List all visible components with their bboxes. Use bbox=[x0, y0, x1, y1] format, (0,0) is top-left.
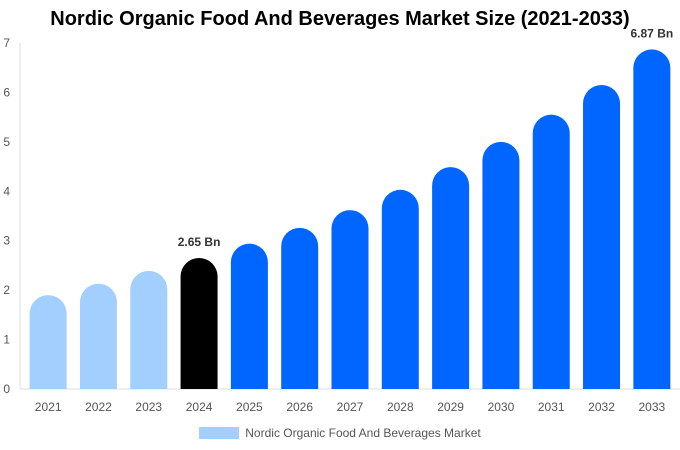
legend: Nordic Organic Food And Beverages Market bbox=[0, 426, 680, 440]
x-tick-label: 2028 bbox=[387, 400, 414, 414]
bar-2031 bbox=[532, 114, 570, 389]
y-tick-label: 2 bbox=[3, 283, 10, 297]
legend-label: Nordic Organic Food And Beverages Market bbox=[245, 426, 481, 440]
bar-2024 bbox=[180, 258, 218, 389]
bar-2026 bbox=[281, 227, 319, 389]
x-tick-label: 2029 bbox=[437, 400, 464, 414]
y-tick-label: 1 bbox=[3, 333, 10, 347]
bar-2027 bbox=[331, 210, 369, 389]
x-tick-label: 2032 bbox=[588, 400, 615, 414]
y-tick-label: 6 bbox=[3, 85, 10, 99]
y-tick-label: 7 bbox=[3, 36, 10, 50]
bar-2030 bbox=[482, 141, 520, 389]
legend-swatch bbox=[199, 427, 240, 439]
bar-2021 bbox=[29, 295, 67, 389]
x-tick-label: 2031 bbox=[538, 400, 565, 414]
x-tick-label: 2024 bbox=[186, 400, 213, 414]
y-tick-label: 0 bbox=[3, 382, 10, 396]
chart-title: Nordic Organic Food And Beverages Market… bbox=[50, 8, 630, 30]
x-tick-label: 2023 bbox=[135, 400, 162, 414]
x-tick-label: 2026 bbox=[286, 400, 313, 414]
x-tick-label: 2027 bbox=[337, 400, 364, 414]
bar-2033 bbox=[633, 49, 671, 389]
y-tick-label: 3 bbox=[3, 234, 10, 248]
bar-2032 bbox=[583, 85, 621, 390]
y-tick-label: 4 bbox=[3, 184, 10, 198]
x-tick-label: 2025 bbox=[236, 400, 263, 414]
bar-2023 bbox=[130, 270, 168, 389]
x-tick-label: 2022 bbox=[85, 400, 112, 414]
x-tick-label: 2021 bbox=[35, 400, 62, 414]
bar-2028 bbox=[381, 189, 419, 389]
y-tick-label: 5 bbox=[3, 135, 10, 149]
data-label-2024: 2.65 Bn bbox=[178, 235, 221, 249]
data-label-2033: 6.87 Bn bbox=[631, 26, 674, 40]
bar-2029 bbox=[432, 167, 470, 389]
x-tick-label: 2033 bbox=[638, 400, 665, 414]
bar-2025 bbox=[230, 243, 268, 389]
bar-2022 bbox=[79, 283, 117, 389]
x-tick-label: 2030 bbox=[488, 400, 515, 414]
